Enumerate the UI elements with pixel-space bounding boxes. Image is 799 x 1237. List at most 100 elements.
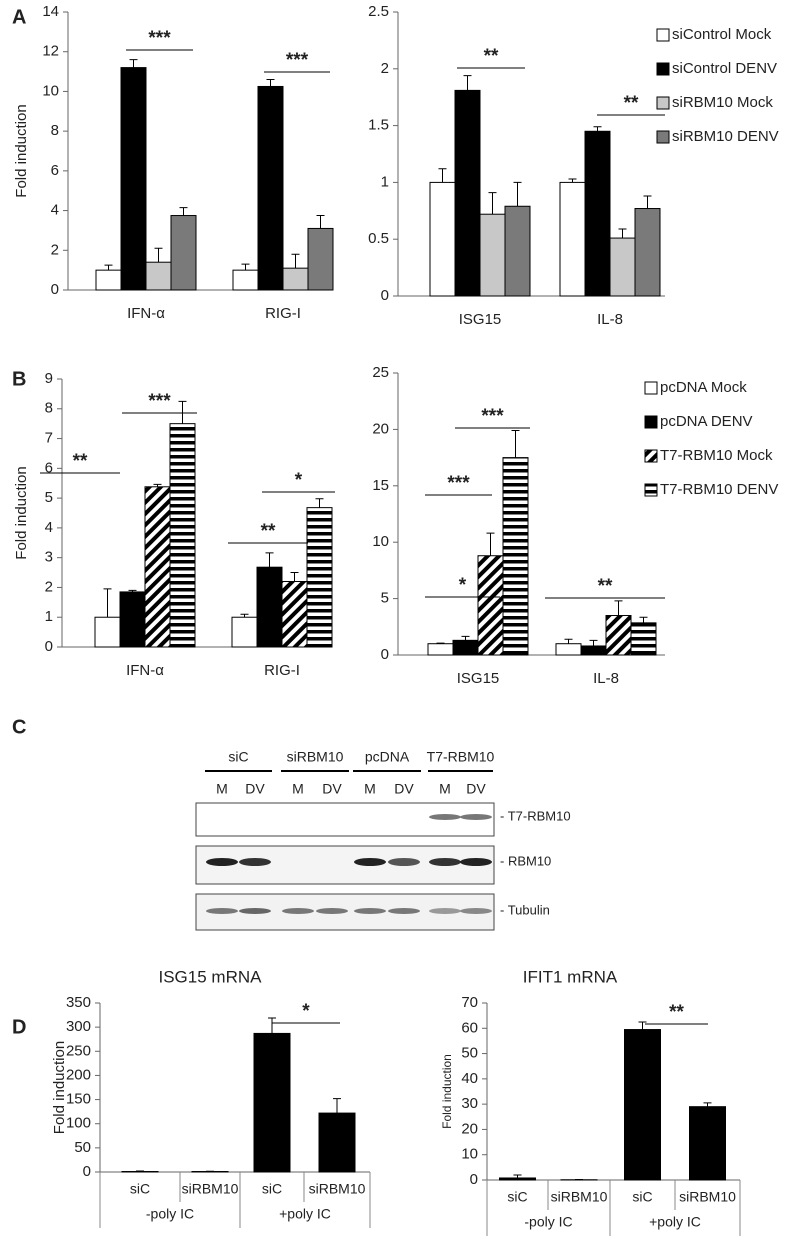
blot-band — [388, 908, 420, 914]
chart-title: ISG15 mRNA — [159, 967, 263, 986]
y-tick-label: 4 — [51, 202, 59, 219]
error-bar — [488, 192, 497, 215]
y-tick-label: 10 — [42, 82, 59, 99]
bar — [452, 639, 479, 656]
error-bar — [461, 635, 470, 641]
bar — [253, 1032, 291, 1173]
blot-group-label: siC — [228, 749, 248, 765]
y-tick-label: 6 — [45, 459, 53, 476]
bar — [120, 67, 147, 291]
y-tick-label: 0 — [381, 646, 389, 663]
group-label: -poly IC — [524, 1214, 572, 1230]
y-tick-label: 60 — [461, 1019, 478, 1036]
y-tick-label: 2 — [45, 578, 53, 595]
x-tick-label: ISG15 — [457, 670, 500, 687]
blot-band — [429, 908, 461, 914]
panel-label: C — [12, 716, 26, 738]
blot-band — [460, 908, 492, 914]
y-tick-label: 10 — [461, 1146, 478, 1163]
blot-lane-label: DV — [322, 781, 342, 797]
y-tick-label: 0 — [83, 1163, 91, 1180]
error-bar — [291, 253, 300, 269]
legend-label: pcDNA Mock — [660, 379, 747, 396]
error-bar — [614, 600, 623, 616]
blot-band — [354, 858, 386, 866]
error-bar — [639, 616, 648, 623]
bar — [144, 486, 171, 648]
bar — [119, 591, 146, 648]
y-tick-label: 150 — [66, 1091, 91, 1108]
x-tick-label: RIG-I — [265, 305, 301, 322]
legend-swatch — [644, 449, 658, 463]
bar — [584, 130, 611, 297]
error-bar — [241, 263, 250, 271]
blot-group-label: siRBM10 — [287, 749, 344, 765]
y-tick-label: 0.5 — [368, 230, 389, 247]
bar — [454, 89, 481, 297]
bar — [307, 227, 334, 291]
y-tick-label: 1.5 — [368, 117, 389, 134]
significance-label: ** — [484, 46, 499, 67]
blot-row-label: - RBM10 — [500, 853, 551, 868]
error-bar — [436, 642, 445, 644]
x-tick-label: IL-8 — [597, 311, 623, 328]
y-tick-label: 25 — [372, 364, 389, 381]
bar — [689, 1106, 726, 1181]
blot-band — [429, 814, 461, 820]
x-tick-label: siRBM10 — [551, 1189, 608, 1205]
bar — [605, 615, 632, 656]
legend-label: siRBM10 DENV — [672, 128, 779, 145]
y-tick-label: 40 — [461, 1070, 478, 1087]
panel-label: B — [12, 368, 26, 390]
y-tick-label: 50 — [461, 1045, 478, 1062]
x-tick-label: IFN-α — [126, 662, 164, 679]
significance-label: * — [302, 1001, 310, 1022]
y-axis-label: Fold induction — [13, 104, 30, 197]
error-bar — [154, 247, 163, 263]
error-bar — [438, 168, 447, 183]
panel-label: A — [12, 6, 26, 28]
y-tick-label: 1 — [381, 173, 389, 190]
error-bar — [290, 572, 299, 582]
significance-label: *** — [447, 473, 470, 494]
blot-band — [239, 908, 271, 914]
x-tick-label: IFN-α — [127, 305, 165, 322]
bar — [630, 622, 657, 656]
bar — [282, 267, 309, 291]
y-tick-label: 70 — [461, 994, 478, 1011]
bar — [145, 261, 172, 291]
y-tick-label: 1 — [45, 608, 53, 625]
blot-lane-label: DV — [245, 781, 265, 797]
error-bar — [266, 79, 275, 87]
x-tick-label: IL-8 — [593, 670, 619, 687]
error-bar — [153, 483, 162, 487]
legend-label: T7-RBM10 Mock — [660, 447, 773, 464]
legend-label: siRBM10 Mock — [672, 94, 773, 111]
y-tick-label: 250 — [66, 1042, 91, 1059]
y-tick-label: 8 — [45, 400, 53, 417]
legend-swatch — [644, 381, 658, 395]
error-bar — [703, 1102, 712, 1107]
y-tick-label: 4 — [45, 519, 53, 536]
significance-label: *** — [148, 391, 171, 412]
blot-band — [460, 858, 492, 866]
significance-label: * — [459, 575, 467, 596]
error-bar — [463, 75, 472, 91]
y-axis-label: Fold induction — [13, 466, 30, 559]
x-tick-label: siRBM10 — [679, 1189, 736, 1205]
group-label: -poly IC — [146, 1206, 194, 1222]
group-label: +poly IC — [279, 1206, 331, 1222]
error-bar — [618, 228, 627, 239]
bar — [634, 208, 661, 297]
x-tick-label: siC — [262, 1181, 282, 1197]
bar — [257, 85, 284, 291]
y-tick-label: 20 — [461, 1120, 478, 1137]
y-tick-label: 5 — [45, 489, 53, 506]
bar — [504, 205, 531, 297]
y-tick-label: 3 — [45, 549, 53, 566]
y-tick-label: 200 — [66, 1066, 91, 1083]
bar — [427, 643, 454, 656]
blot-band — [206, 908, 238, 914]
error-bar — [333, 1098, 341, 1114]
error-bar — [129, 59, 138, 68]
